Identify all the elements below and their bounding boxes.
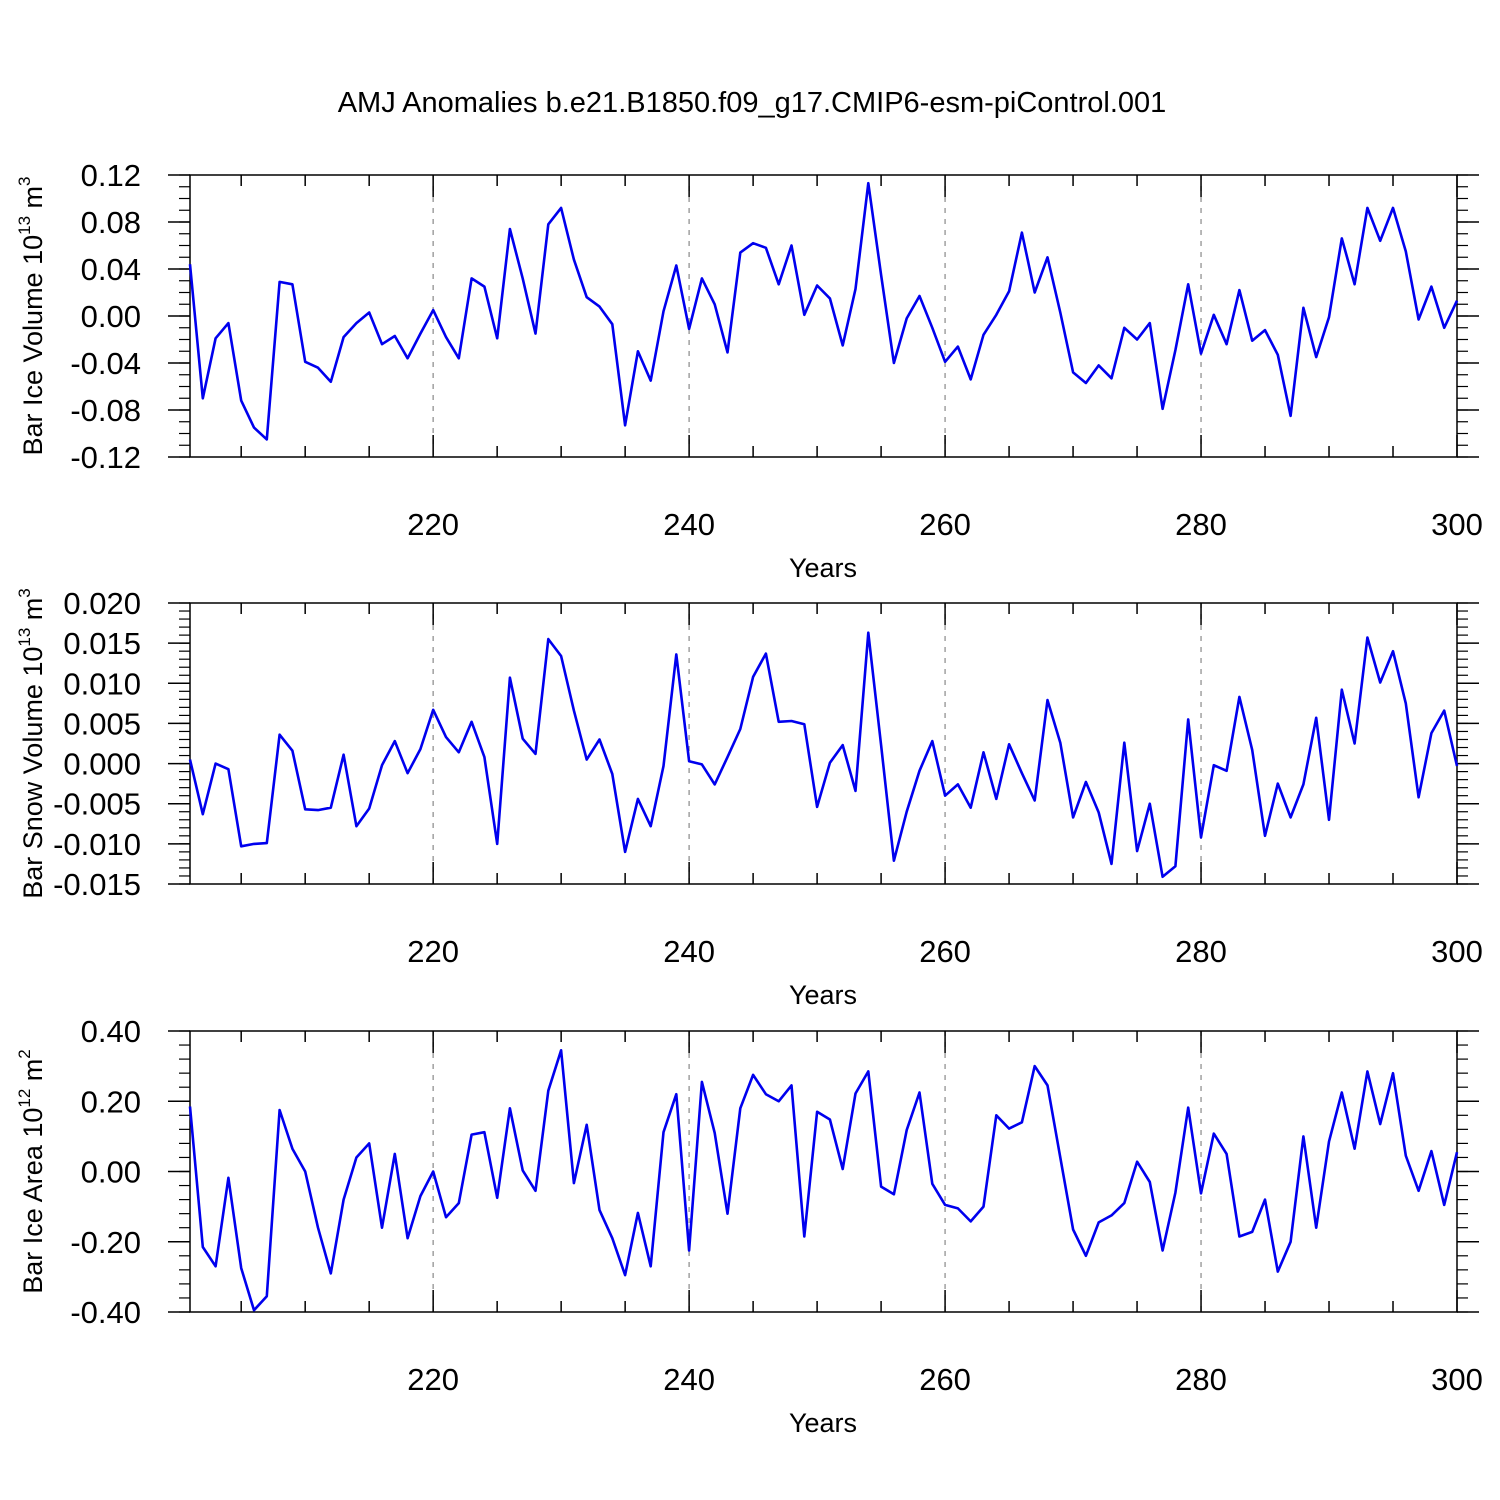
series-line [188, 1049, 1459, 1312]
x-tick-label: 280 [1175, 934, 1227, 969]
panels: 220 240 260 280 300 -0.12 -0.08 -0.04 0.00 0.04 0.… [15, 158, 1483, 1438]
figure-title: AMJ Anomalies b.e21.B1850.f09_g17.CMIP6-… [338, 87, 1167, 119]
y-tick-label: 0.20 [81, 1084, 141, 1119]
x-tick-label: 240 [663, 507, 715, 542]
chart-panel-1: 220 240 260 280 300 -0.12 -0.08 -0.04 0.00 0.04 0.… [15, 158, 1483, 583]
series-line [188, 181, 1459, 441]
x-tick-label: 220 [407, 934, 459, 969]
x-tick-label: 220 [407, 1362, 459, 1397]
y-tick-label: 0.08 [81, 205, 141, 240]
y-tick-label: -0.08 [70, 393, 141, 428]
y-tick-label: 0.00 [81, 1155, 141, 1190]
y-tick-label: 0.12 [81, 158, 141, 193]
y-axis-label: Bar Snow Volume 1013 m3 [15, 588, 48, 899]
x-tick-label: 280 [1175, 507, 1227, 542]
y-tick-label: -0.20 [70, 1225, 141, 1260]
x-axis-label: Years [789, 553, 857, 583]
x-tick-label: 260 [919, 1362, 971, 1397]
x-tick-label: 300 [1431, 507, 1483, 542]
x-tick-label: 280 [1175, 1362, 1227, 1397]
y-tick-label: -0.005 [53, 787, 141, 822]
y-axis-label: Bar Ice Volume 1013 m3 [15, 176, 48, 455]
y-tick-label: 0.00 [81, 299, 141, 334]
plot-frame [189, 602, 1458, 885]
y-tick-label: 0.020 [63, 586, 141, 621]
y-tick-label: -0.015 [53, 867, 141, 902]
x-tick-label: 300 [1431, 1362, 1483, 1397]
y-tick-label: 0.015 [63, 626, 141, 661]
y-tick-label: 0.010 [63, 666, 141, 701]
y-tick-label: 0.005 [63, 706, 141, 741]
x-axis-label: Years [789, 1408, 857, 1438]
y-axis-label: Bar Ice Area 1012 m2 [15, 1049, 48, 1294]
y-tick-label: 0.04 [81, 252, 141, 287]
y-tick-label: -0.010 [53, 827, 141, 862]
x-axis-label: Years [789, 980, 857, 1010]
y-tick-label: 0.40 [81, 1014, 141, 1049]
x-tick-label: 240 [663, 1362, 715, 1397]
chart-panel-3: 220 240 260 280 300 -0.40 -0.20 0.00 0.20 0.40 Yea… [15, 1014, 1483, 1438]
y-tick-label: 0.000 [63, 747, 141, 782]
x-tick-label: 240 [663, 934, 715, 969]
y-tick-label: -0.04 [70, 346, 141, 381]
x-tick-label: 220 [407, 507, 459, 542]
y-tick-label: -0.40 [70, 1295, 141, 1330]
x-tick-label: 300 [1431, 934, 1483, 969]
x-tick-label: 260 [919, 507, 971, 542]
series-line [188, 631, 1459, 879]
chart-panel-2: 220 240 260 280 300 -0.015 -0.010 -0.005 0.000 0.… [15, 586, 1483, 1010]
x-tick-label: 260 [919, 934, 971, 969]
y-tick-label: -0.12 [70, 440, 141, 475]
